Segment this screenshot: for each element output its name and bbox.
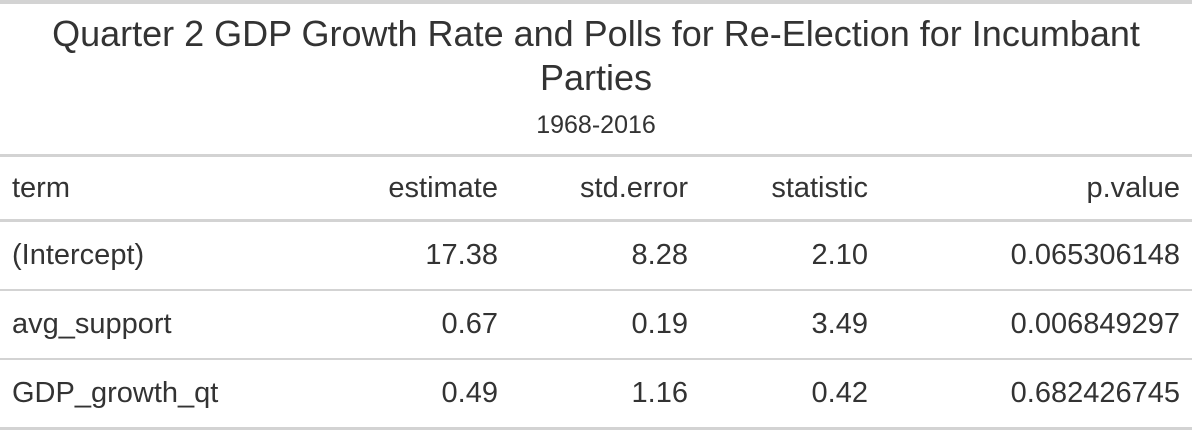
table-row: GDP_growth_qt 0.49 1.16 0.42 0.682426745 xyxy=(0,359,1192,430)
cell-estimate: 0.67 xyxy=(290,290,510,360)
cell-estimate: 0.49 xyxy=(290,359,510,430)
cell-std-error: 8.28 xyxy=(510,220,700,291)
column-header-std-error: std.error xyxy=(510,157,700,222)
table-row: avg_support 0.67 0.19 3.49 0.006849297 xyxy=(0,290,1192,360)
column-header-statistic: statistic xyxy=(700,157,880,222)
column-header-term: term xyxy=(0,157,290,222)
cell-estimate: 17.38 xyxy=(290,220,510,291)
cell-term: avg_support xyxy=(0,290,290,360)
cell-statistic: 3.49 xyxy=(700,290,880,360)
table-title: Quarter 2 GDP Growth Rate and Polls for … xyxy=(52,13,1140,98)
header-row: term estimate std.error statistic p.valu… xyxy=(0,157,1192,222)
column-header-estimate: estimate xyxy=(290,157,510,222)
cell-std-error: 1.16 xyxy=(510,359,700,430)
cell-p-value: 0.065306148 xyxy=(880,220,1192,291)
table-row: (Intercept) 17.38 8.28 2.10 0.065306148 xyxy=(0,220,1192,291)
table-subtitle: 1968-2016 xyxy=(536,111,656,139)
cell-term: (Intercept) xyxy=(0,220,290,291)
coefficients-table: term estimate std.error statistic p.valu… xyxy=(0,157,1192,430)
column-header-p-value: p.value xyxy=(880,157,1192,222)
table-heading: Quarter 2 GDP Growth Rate and Polls for … xyxy=(0,12,1192,140)
top-rule xyxy=(0,0,1192,4)
cell-term: GDP_growth_qt xyxy=(0,359,290,430)
cell-statistic: 0.42 xyxy=(700,359,880,430)
cell-statistic: 2.10 xyxy=(700,220,880,291)
cell-std-error: 0.19 xyxy=(510,290,700,360)
heading-rule xyxy=(0,154,1192,157)
cell-p-value: 0.006849297 xyxy=(880,290,1192,360)
cell-p-value: 0.682426745 xyxy=(880,359,1192,430)
